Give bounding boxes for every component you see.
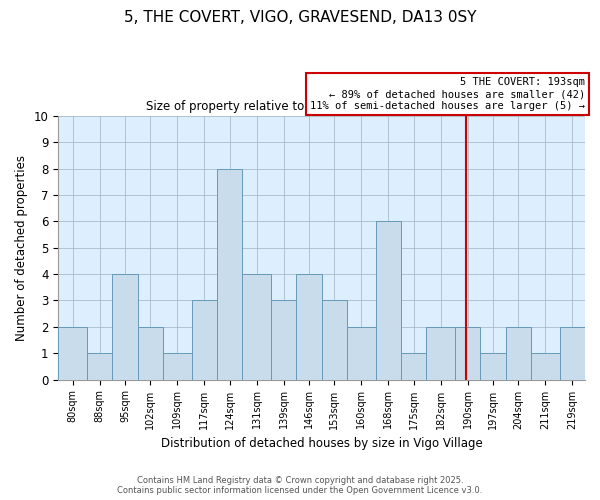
Title: Size of property relative to detached houses in Vigo Village: Size of property relative to detached ho… xyxy=(146,100,497,114)
Bar xyxy=(506,327,531,380)
Bar xyxy=(163,353,191,380)
Bar xyxy=(401,353,426,380)
Y-axis label: Number of detached properties: Number of detached properties xyxy=(15,154,28,340)
Bar xyxy=(322,300,347,380)
Bar xyxy=(347,327,376,380)
Bar xyxy=(296,274,322,380)
Bar xyxy=(376,222,401,380)
Bar xyxy=(455,327,481,380)
Bar xyxy=(112,274,137,380)
Bar xyxy=(531,353,560,380)
Bar xyxy=(481,353,506,380)
Bar xyxy=(242,274,271,380)
Bar xyxy=(271,300,296,380)
Text: 5 THE COVERT: 193sqm
← 89% of detached houses are smaller (42)
11% of semi-detac: 5 THE COVERT: 193sqm ← 89% of detached h… xyxy=(310,78,585,110)
Bar xyxy=(560,327,585,380)
Bar xyxy=(87,353,112,380)
Text: 5, THE COVERT, VIGO, GRAVESEND, DA13 0SY: 5, THE COVERT, VIGO, GRAVESEND, DA13 0SY xyxy=(124,10,476,25)
Bar xyxy=(426,327,455,380)
X-axis label: Distribution of detached houses by size in Vigo Village: Distribution of detached houses by size … xyxy=(161,437,482,450)
Bar xyxy=(58,327,87,380)
Bar xyxy=(137,327,163,380)
Text: Contains HM Land Registry data © Crown copyright and database right 2025.
Contai: Contains HM Land Registry data © Crown c… xyxy=(118,476,482,495)
Bar xyxy=(217,168,242,380)
Bar xyxy=(191,300,217,380)
